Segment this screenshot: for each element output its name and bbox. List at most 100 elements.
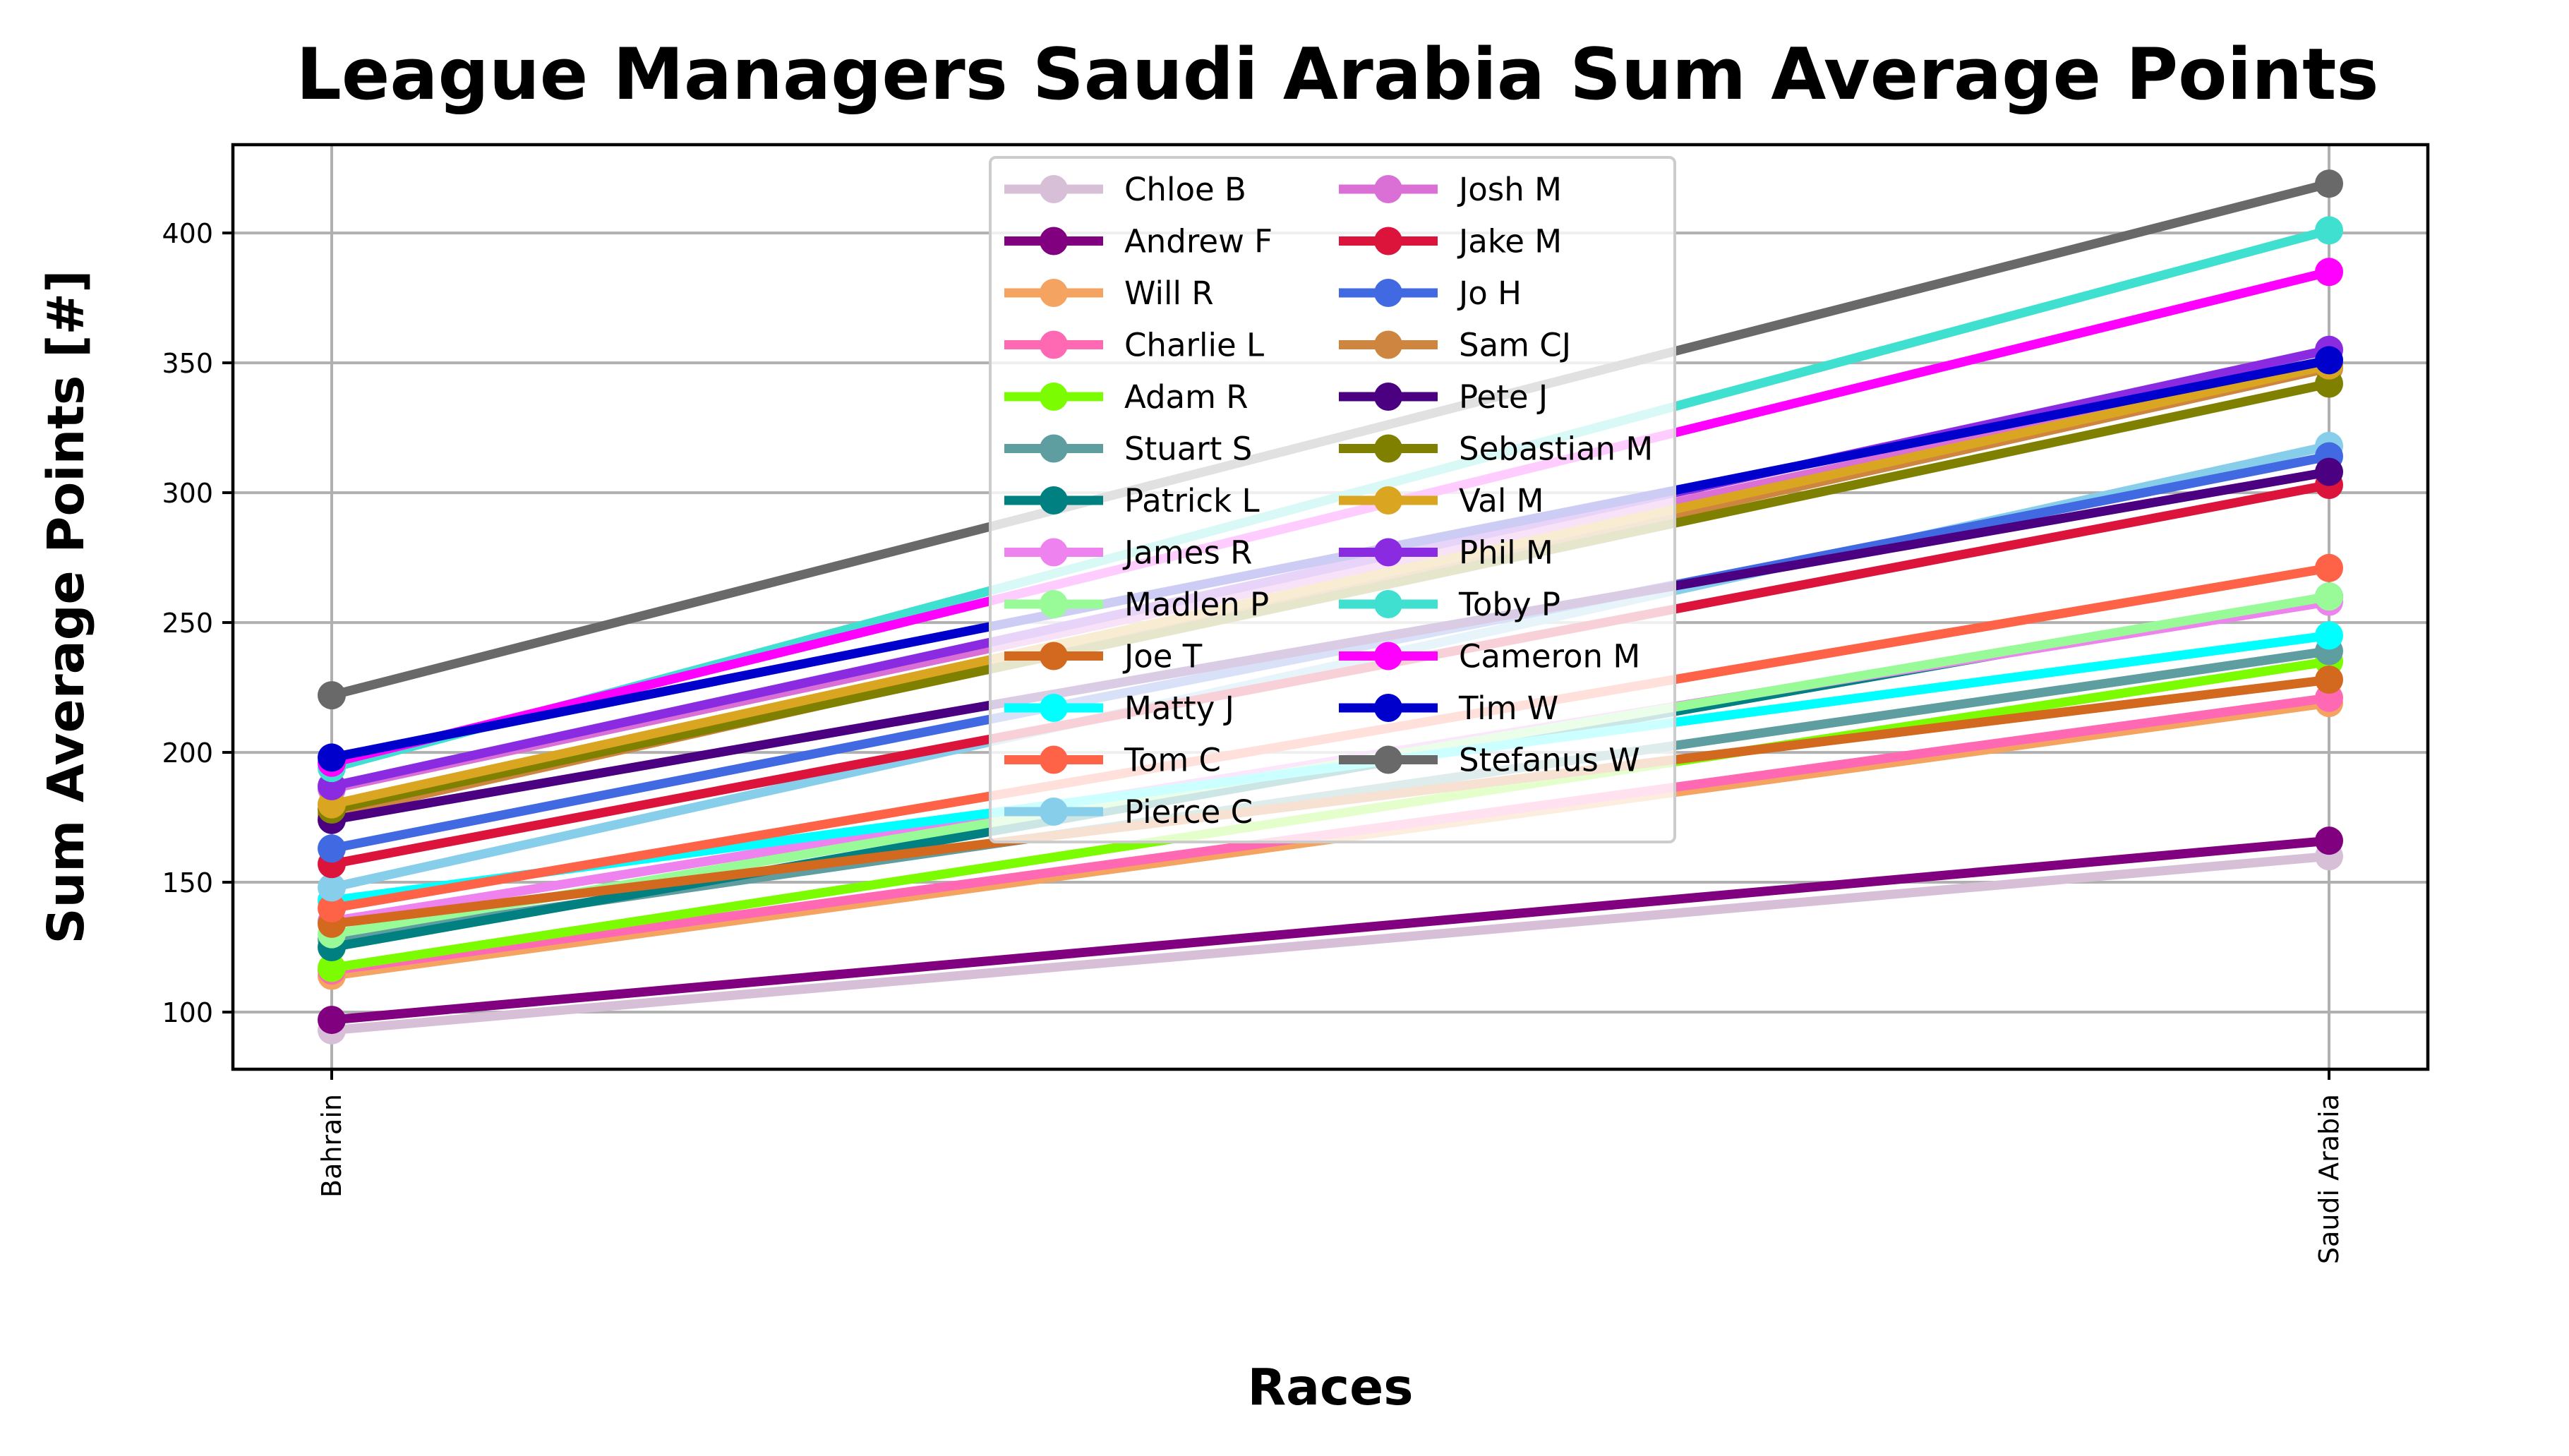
legend-item: Madlen P [1004, 586, 1269, 623]
legend-marker [1374, 279, 1402, 307]
legend-marker [1040, 279, 1068, 307]
legend-label: Pierce C [1124, 793, 1253, 831]
legend-label: Madlen P [1124, 586, 1269, 623]
data-point [2315, 457, 2343, 486]
legend: Chloe B Andrew F Will R Charlie L Adam R Stua… [989, 156, 1676, 843]
legend-marker [1374, 383, 1402, 411]
legend-marker [1374, 745, 1402, 774]
data-point [318, 873, 346, 902]
data-point [318, 894, 346, 922]
legend-label: Cameron M [1459, 638, 1640, 675]
legend-marker [1040, 383, 1068, 411]
legend-item: Charlie L [1004, 327, 1264, 364]
legend-item: Sam CJ [1339, 327, 1571, 364]
data-point [2315, 826, 2343, 855]
legend-item: Pierce C [1004, 793, 1253, 831]
legend-marker [1040, 745, 1068, 774]
data-point [318, 1006, 346, 1035]
legend-label: Josh M [1457, 171, 1562, 208]
legend-item: Tom C [1004, 742, 1221, 779]
legend-marker [1040, 486, 1068, 515]
legend-item: Tim W [1339, 690, 1558, 727]
legend-item: Adam R [1004, 378, 1249, 416]
data-point [2315, 346, 2343, 375]
legend-marker [1374, 330, 1402, 359]
legend-item: Sebastian M [1339, 431, 1653, 468]
legend-label: Stefanus W [1459, 742, 1640, 779]
legend-item: Will R [1004, 275, 1214, 312]
legend-marker [1374, 434, 1402, 463]
data-point [2315, 169, 2343, 198]
legend-item: Jake M [1339, 223, 1562, 260]
legend-marker [1040, 642, 1068, 670]
legend-label: James R [1122, 534, 1252, 572]
legend-label: Jo H [1457, 275, 1522, 312]
data-point [2315, 553, 2343, 582]
y-tick-label: 200 [162, 738, 213, 769]
legend-label: Patrick L [1124, 482, 1260, 519]
legend-label: Sebastian M [1459, 431, 1653, 468]
data-point [2315, 582, 2343, 611]
legend-marker [1040, 798, 1068, 826]
legend-item: Matty J [1004, 690, 1234, 727]
series-line [326, 836, 2335, 1025]
series-andrew-f [318, 826, 2343, 1035]
legend-label: Phil M [1459, 534, 1553, 572]
legend-item: Cameron M [1339, 638, 1640, 675]
legend-item: Patrick L [1004, 482, 1260, 519]
legend-marker [1374, 538, 1402, 567]
data-point [2315, 621, 2343, 650]
y-tick-label: 400 [162, 218, 213, 249]
x-axis-label: Races [1247, 1358, 1413, 1416]
legend-marker [1374, 486, 1402, 515]
legend-label: Jake M [1457, 223, 1562, 260]
data-point [318, 743, 346, 772]
legend-item: Joe T [1004, 638, 1203, 675]
legend-box [989, 156, 1676, 843]
legend-label: Val M [1459, 482, 1544, 519]
legend-label: Andrew F [1124, 223, 1273, 260]
legend-item: Toby P [1339, 586, 1560, 623]
legend-label: Sam CJ [1459, 327, 1571, 364]
legend-marker [1374, 590, 1402, 618]
legend-label: Stuart S [1124, 431, 1252, 468]
legend-item: Val M [1339, 482, 1544, 519]
legend-item: James R [1004, 534, 1252, 572]
legend-label: Pete J [1459, 378, 1548, 416]
legend-label: Charlie L [1124, 327, 1264, 364]
legend-marker [1040, 175, 1068, 203]
legend-item: Stefanus W [1339, 742, 1640, 779]
legend-label: Joe T [1122, 638, 1203, 675]
legend-label: Tim W [1458, 690, 1558, 727]
y-tick-label: 150 [162, 867, 213, 898]
data-point [2315, 216, 2343, 245]
legend-marker [1374, 694, 1402, 722]
series-line [326, 851, 2335, 1035]
x-tick-label: Saudi Arabia [2314, 1094, 2345, 1264]
legend-marker [1374, 175, 1402, 203]
x-tick-label: Bahrain [316, 1094, 347, 1198]
data-point [2315, 258, 2343, 287]
legend-item: Josh M [1339, 171, 1562, 208]
legend-item: Chloe B [1004, 171, 1246, 208]
legend-marker [1040, 694, 1068, 722]
legend-label: Chloe B [1124, 171, 1246, 208]
y-axis-label: Sum Average Points [#] [37, 270, 95, 944]
legend-marker [1040, 227, 1068, 255]
legend-marker [1040, 330, 1068, 359]
legend-item: Phil M [1339, 534, 1553, 572]
y-tick-label: 100 [162, 997, 213, 1028]
legend-item: Andrew F [1004, 223, 1273, 260]
axis-ticks: 100 150 200 250 300 350 400 Bahrain Saudi Arabia [162, 218, 2345, 1264]
y-tick-label: 300 [162, 478, 213, 509]
legend-label: Adam R [1124, 378, 1249, 416]
data-point [318, 834, 346, 863]
legend-item: Jo H [1339, 275, 1522, 312]
legend-marker [1374, 642, 1402, 670]
legend-item: Stuart S [1004, 431, 1252, 468]
data-point [318, 681, 346, 710]
legend-label: Will R [1124, 275, 1214, 312]
legend-label: Matty J [1124, 690, 1234, 727]
legend-marker [1040, 434, 1068, 463]
